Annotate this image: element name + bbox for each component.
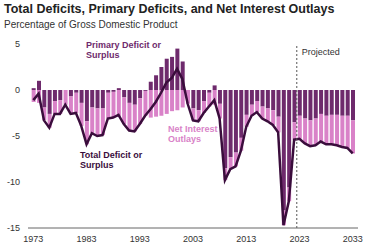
html-text:Total Deficits, Primary Defici: Total Deficits, Primary Deficits, and Ne… bbox=[4, 2, 335, 16]
svg-text:-5: -5 bbox=[12, 131, 20, 141]
svg-text:2033: 2033 bbox=[343, 234, 360, 244]
svg-text:-10: -10 bbox=[8, 177, 20, 187]
svg-text:0: 0 bbox=[15, 85, 20, 95]
html-text:Net Interest Outlays: Net Interest Outlays bbox=[168, 124, 218, 144]
html-text:Total Deficit or Surplus: Total Deficit or Surplus bbox=[80, 150, 143, 170]
svg-text:1993: 1993 bbox=[130, 234, 150, 244]
svg-text:2003: 2003 bbox=[183, 234, 203, 244]
svg-text:1983: 1983 bbox=[77, 234, 97, 244]
svg-text:-15: -15 bbox=[8, 223, 20, 233]
html-text:Percentage of Gross Domestic P: Percentage of Gross Domestic Product bbox=[4, 19, 178, 30]
svg-text:2023: 2023 bbox=[289, 234, 309, 244]
svg-text:1973: 1973 bbox=[23, 234, 43, 244]
html-text:Primary Deficit or Surplus: Primary Deficit or Surplus bbox=[86, 40, 161, 60]
svg-text:5: 5 bbox=[15, 39, 20, 49]
svg-text:2013: 2013 bbox=[236, 234, 256, 244]
svg-text:Projected: Projected bbox=[302, 47, 340, 57]
